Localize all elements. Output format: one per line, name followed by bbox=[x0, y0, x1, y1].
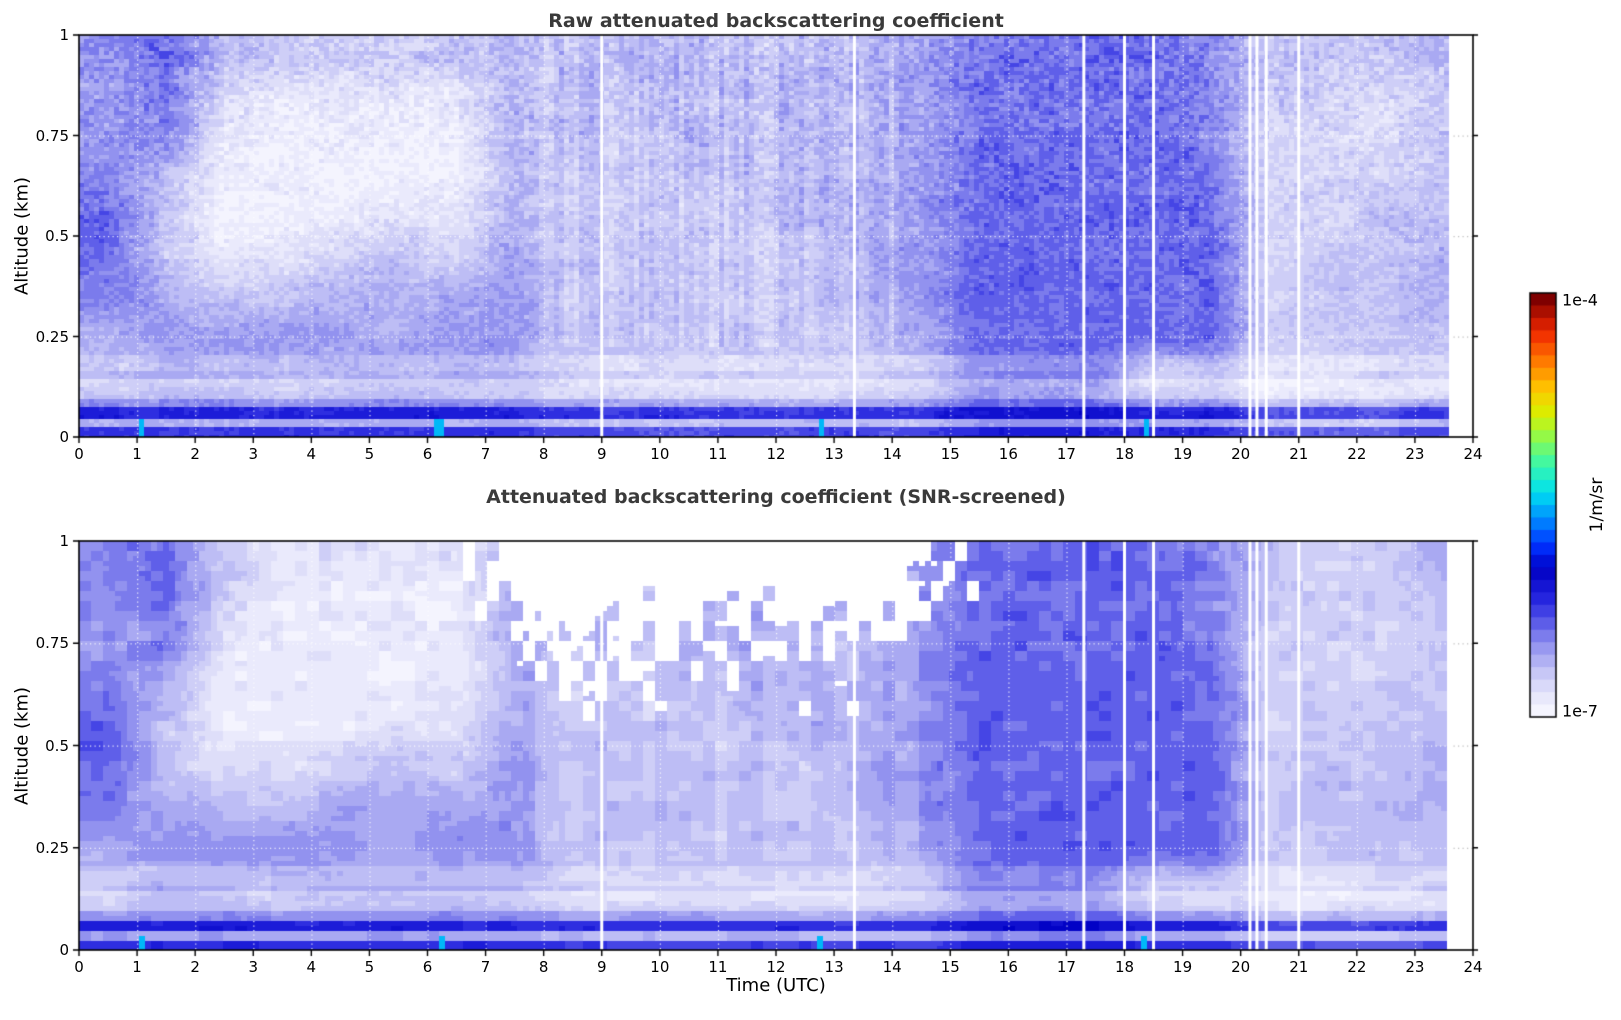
x-tick-label: 14 bbox=[882, 445, 902, 463]
x-tick-label: 7 bbox=[480, 445, 491, 463]
x-tick-label: 9 bbox=[596, 958, 607, 976]
x-axis-label: Time (UTC) bbox=[726, 975, 826, 996]
x-tick-label: 7 bbox=[480, 958, 491, 976]
x-tick-label: 22 bbox=[1347, 958, 1367, 976]
x-tick-label: 23 bbox=[1405, 445, 1425, 463]
y-tick-label: 0 bbox=[59, 428, 69, 446]
x-tick-label: 21 bbox=[1289, 445, 1309, 463]
y-tick-label: 0.5 bbox=[45, 227, 69, 245]
y-axis-label-top: Altitude (km) bbox=[11, 176, 33, 296]
x-tick-label: 5 bbox=[364, 445, 375, 463]
y-tick-label: 0.25 bbox=[35, 327, 69, 346]
colorbar-min-label: 1e-7 bbox=[1562, 701, 1598, 721]
x-tick-label: 21 bbox=[1289, 958, 1309, 976]
x-tick-label: 18 bbox=[1114, 445, 1135, 463]
x-tick-label: 17 bbox=[1056, 958, 1076, 976]
x-tick-label: 3 bbox=[248, 445, 259, 463]
x-tick-label: 1 bbox=[132, 445, 142, 463]
colorbar-unit-label: 1/m/sr bbox=[1587, 477, 1607, 533]
y-tick-label: 0.5 bbox=[45, 736, 69, 755]
x-tick-label: 22 bbox=[1347, 445, 1367, 463]
x-tick-label: 14 bbox=[882, 958, 902, 976]
x-tick-label: 13 bbox=[824, 958, 844, 976]
x-tick-label: 8 bbox=[538, 445, 549, 463]
y-tick-label: 1 bbox=[59, 532, 69, 550]
x-tick-label: 9 bbox=[596, 445, 607, 463]
x-tick-label: 2 bbox=[190, 445, 200, 463]
x-tick-label: 4 bbox=[306, 445, 317, 463]
x-tick-label: 8 bbox=[538, 958, 549, 976]
x-tick-label: 19 bbox=[1173, 445, 1193, 463]
x-tick-label: 18 bbox=[1114, 958, 1135, 976]
x-tick-label: 10 bbox=[650, 958, 670, 976]
x-tick-label: 3 bbox=[248, 958, 259, 976]
panel-title-screened: Attenuated backscattering coefficient (S… bbox=[486, 486, 1066, 508]
x-tick-label: 12 bbox=[766, 445, 786, 463]
x-tick-label: 5 bbox=[364, 958, 375, 976]
x-tick-label: 1 bbox=[132, 958, 142, 976]
x-tick-label: 24 bbox=[1463, 445, 1483, 463]
x-tick-label: 11 bbox=[708, 958, 728, 976]
x-tick-label: 0 bbox=[74, 958, 84, 976]
x-tick-label: 16 bbox=[998, 958, 1018, 976]
x-tick-label: 15 bbox=[940, 958, 960, 976]
x-tick-label: 10 bbox=[650, 445, 670, 463]
x-tick-label: 6 bbox=[422, 445, 433, 463]
x-tick-label: 2 bbox=[190, 958, 200, 976]
y-tick-label: 1 bbox=[59, 26, 69, 44]
y-tick-label: 0.75 bbox=[35, 634, 69, 653]
y-tick-label: 0.25 bbox=[35, 838, 69, 857]
x-tick-label: 19 bbox=[1173, 958, 1193, 976]
x-tick-label: 13 bbox=[824, 445, 844, 463]
x-tick-label: 17 bbox=[1056, 445, 1076, 463]
x-tick-label: 24 bbox=[1463, 958, 1483, 976]
x-tick-label: 16 bbox=[998, 445, 1018, 463]
x-tick-label: 20 bbox=[1231, 958, 1251, 976]
y-tick-label: 0 bbox=[59, 941, 69, 959]
panel-title-raw: Raw attenuated backscattering coefficien… bbox=[548, 10, 1004, 32]
y-tick-label: 0.75 bbox=[35, 126, 69, 145]
y-axis-label-bottom: Altitude (km) bbox=[11, 686, 33, 806]
colorbar-max-label: 1e-4 bbox=[1562, 290, 1598, 310]
x-tick-label: 23 bbox=[1405, 958, 1425, 976]
x-tick-label: 11 bbox=[708, 445, 728, 463]
x-tick-label: 15 bbox=[940, 445, 960, 463]
x-tick-label: 12 bbox=[766, 958, 786, 976]
x-tick-label: 6 bbox=[422, 958, 433, 976]
x-tick-label: 0 bbox=[74, 445, 84, 463]
x-tick-label: 4 bbox=[306, 958, 317, 976]
x-tick-label: 20 bbox=[1231, 445, 1251, 463]
